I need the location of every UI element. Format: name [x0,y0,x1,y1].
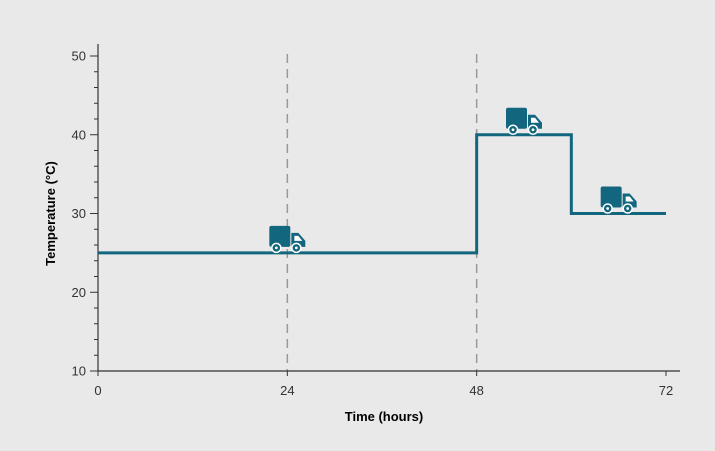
y-tick-label: 10 [72,364,86,379]
x-axis-title: Time (hours) [345,409,424,424]
y-tick-label: 50 [72,49,86,64]
truck-hub [531,128,535,132]
x-tick-label: 48 [469,383,483,398]
truck-window [294,235,303,241]
truck-hub [294,246,298,250]
x-tick-label: 72 [659,383,673,398]
truck-hub [626,207,630,210]
truck-hub [511,128,515,132]
delivery-truck-icon [506,107,542,135]
y-tick-label: 20 [72,285,86,300]
y-axis-title: Temperature (°C) [43,161,58,266]
truck-window [531,117,539,123]
truck-cargo [269,225,291,247]
x-tick-label: 24 [280,383,294,398]
y-tick-label: 40 [72,127,86,142]
truck-cargo [506,107,527,129]
truck-hub [606,207,610,210]
delivery-truck-icon [269,225,306,254]
truck-hub [274,246,278,250]
x-tick-label: 0 [94,383,101,398]
truck-window [625,196,634,202]
y-tick-label: 30 [72,206,86,221]
delivery-truck-icon [600,186,637,214]
temperature-series-line [98,133,666,255]
truck-cargo [600,186,622,208]
